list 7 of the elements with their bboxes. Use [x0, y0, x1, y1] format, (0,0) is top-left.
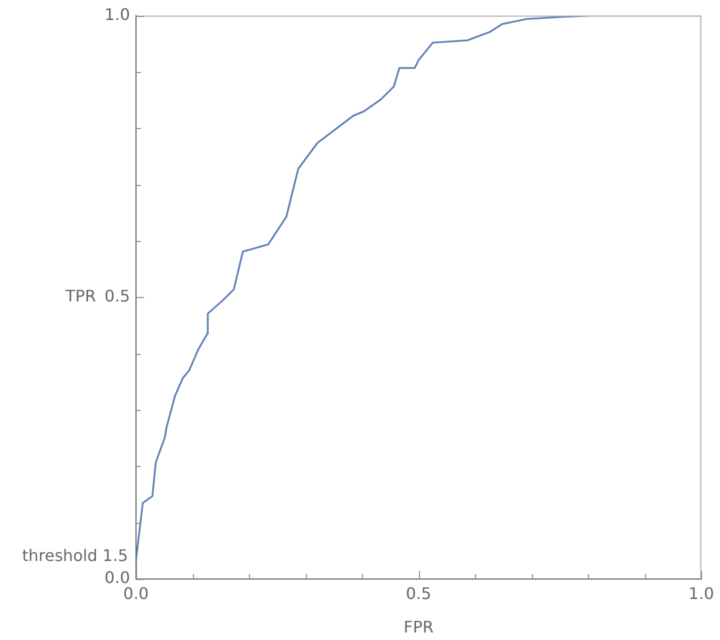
x-tick-label: 0.5: [406, 584, 432, 603]
y-tick-label: 0.5: [104, 286, 130, 306]
annotation: threshold 1.5: [22, 546, 128, 566]
x-axis-title: FPR: [404, 618, 434, 637]
y-tick-label: 1.0: [104, 4, 130, 24]
x-tick-label: 1.0: [688, 584, 714, 603]
y-axis-title: TPR: [64, 286, 96, 306]
